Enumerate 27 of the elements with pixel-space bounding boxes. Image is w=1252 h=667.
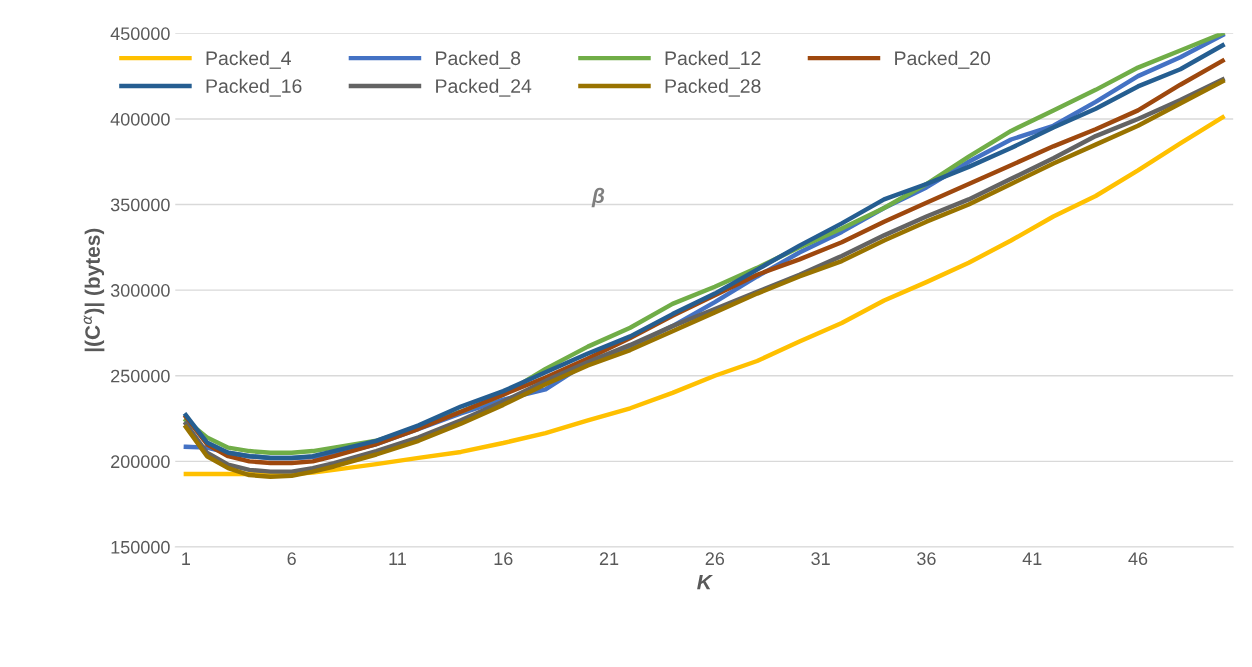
y-tick-label: 150000 (111, 540, 170, 554)
y-tick-label: 250000 (111, 369, 170, 383)
x-tick-label: 6 (287, 552, 296, 566)
x-tick-label: 26 (705, 552, 725, 566)
y-axis-title: |(C$^{α}$)| (bytes) (83, 228, 105, 352)
legend-label: Packed_20 (895, 50, 991, 69)
x-axis-title: K (697, 574, 714, 590)
legend-label: Packed_8 (436, 50, 521, 69)
x-tick-label: 21 (599, 552, 619, 565)
y-tick-label: 200000 (111, 455, 170, 469)
legend-label: Packed_16 (206, 78, 302, 97)
x-tick-label: 36 (917, 552, 936, 566)
legend-label: Packed_4 (206, 50, 291, 69)
y-tick-label: 350000 (110, 198, 170, 212)
text: β (591, 187, 605, 208)
x-tick-label: 46 (1128, 552, 1148, 566)
x-tick-label: 1 (182, 552, 190, 565)
x-tick-label: 31 (811, 552, 830, 566)
y-tick-label: 400000 (110, 112, 170, 126)
legend-label: Packed_28 (665, 78, 761, 97)
x-tick-label: 11 (389, 552, 406, 565)
y-tick-label: 450000 (110, 27, 170, 41)
legend-label: Packed_24 (436, 78, 532, 97)
legend-label: Packed_12 (665, 50, 761, 69)
x-tick-label: 41 (1022, 552, 1042, 565)
x-tick-label: 16 (494, 552, 513, 566)
y-tick-label: 300000 (110, 284, 170, 297)
